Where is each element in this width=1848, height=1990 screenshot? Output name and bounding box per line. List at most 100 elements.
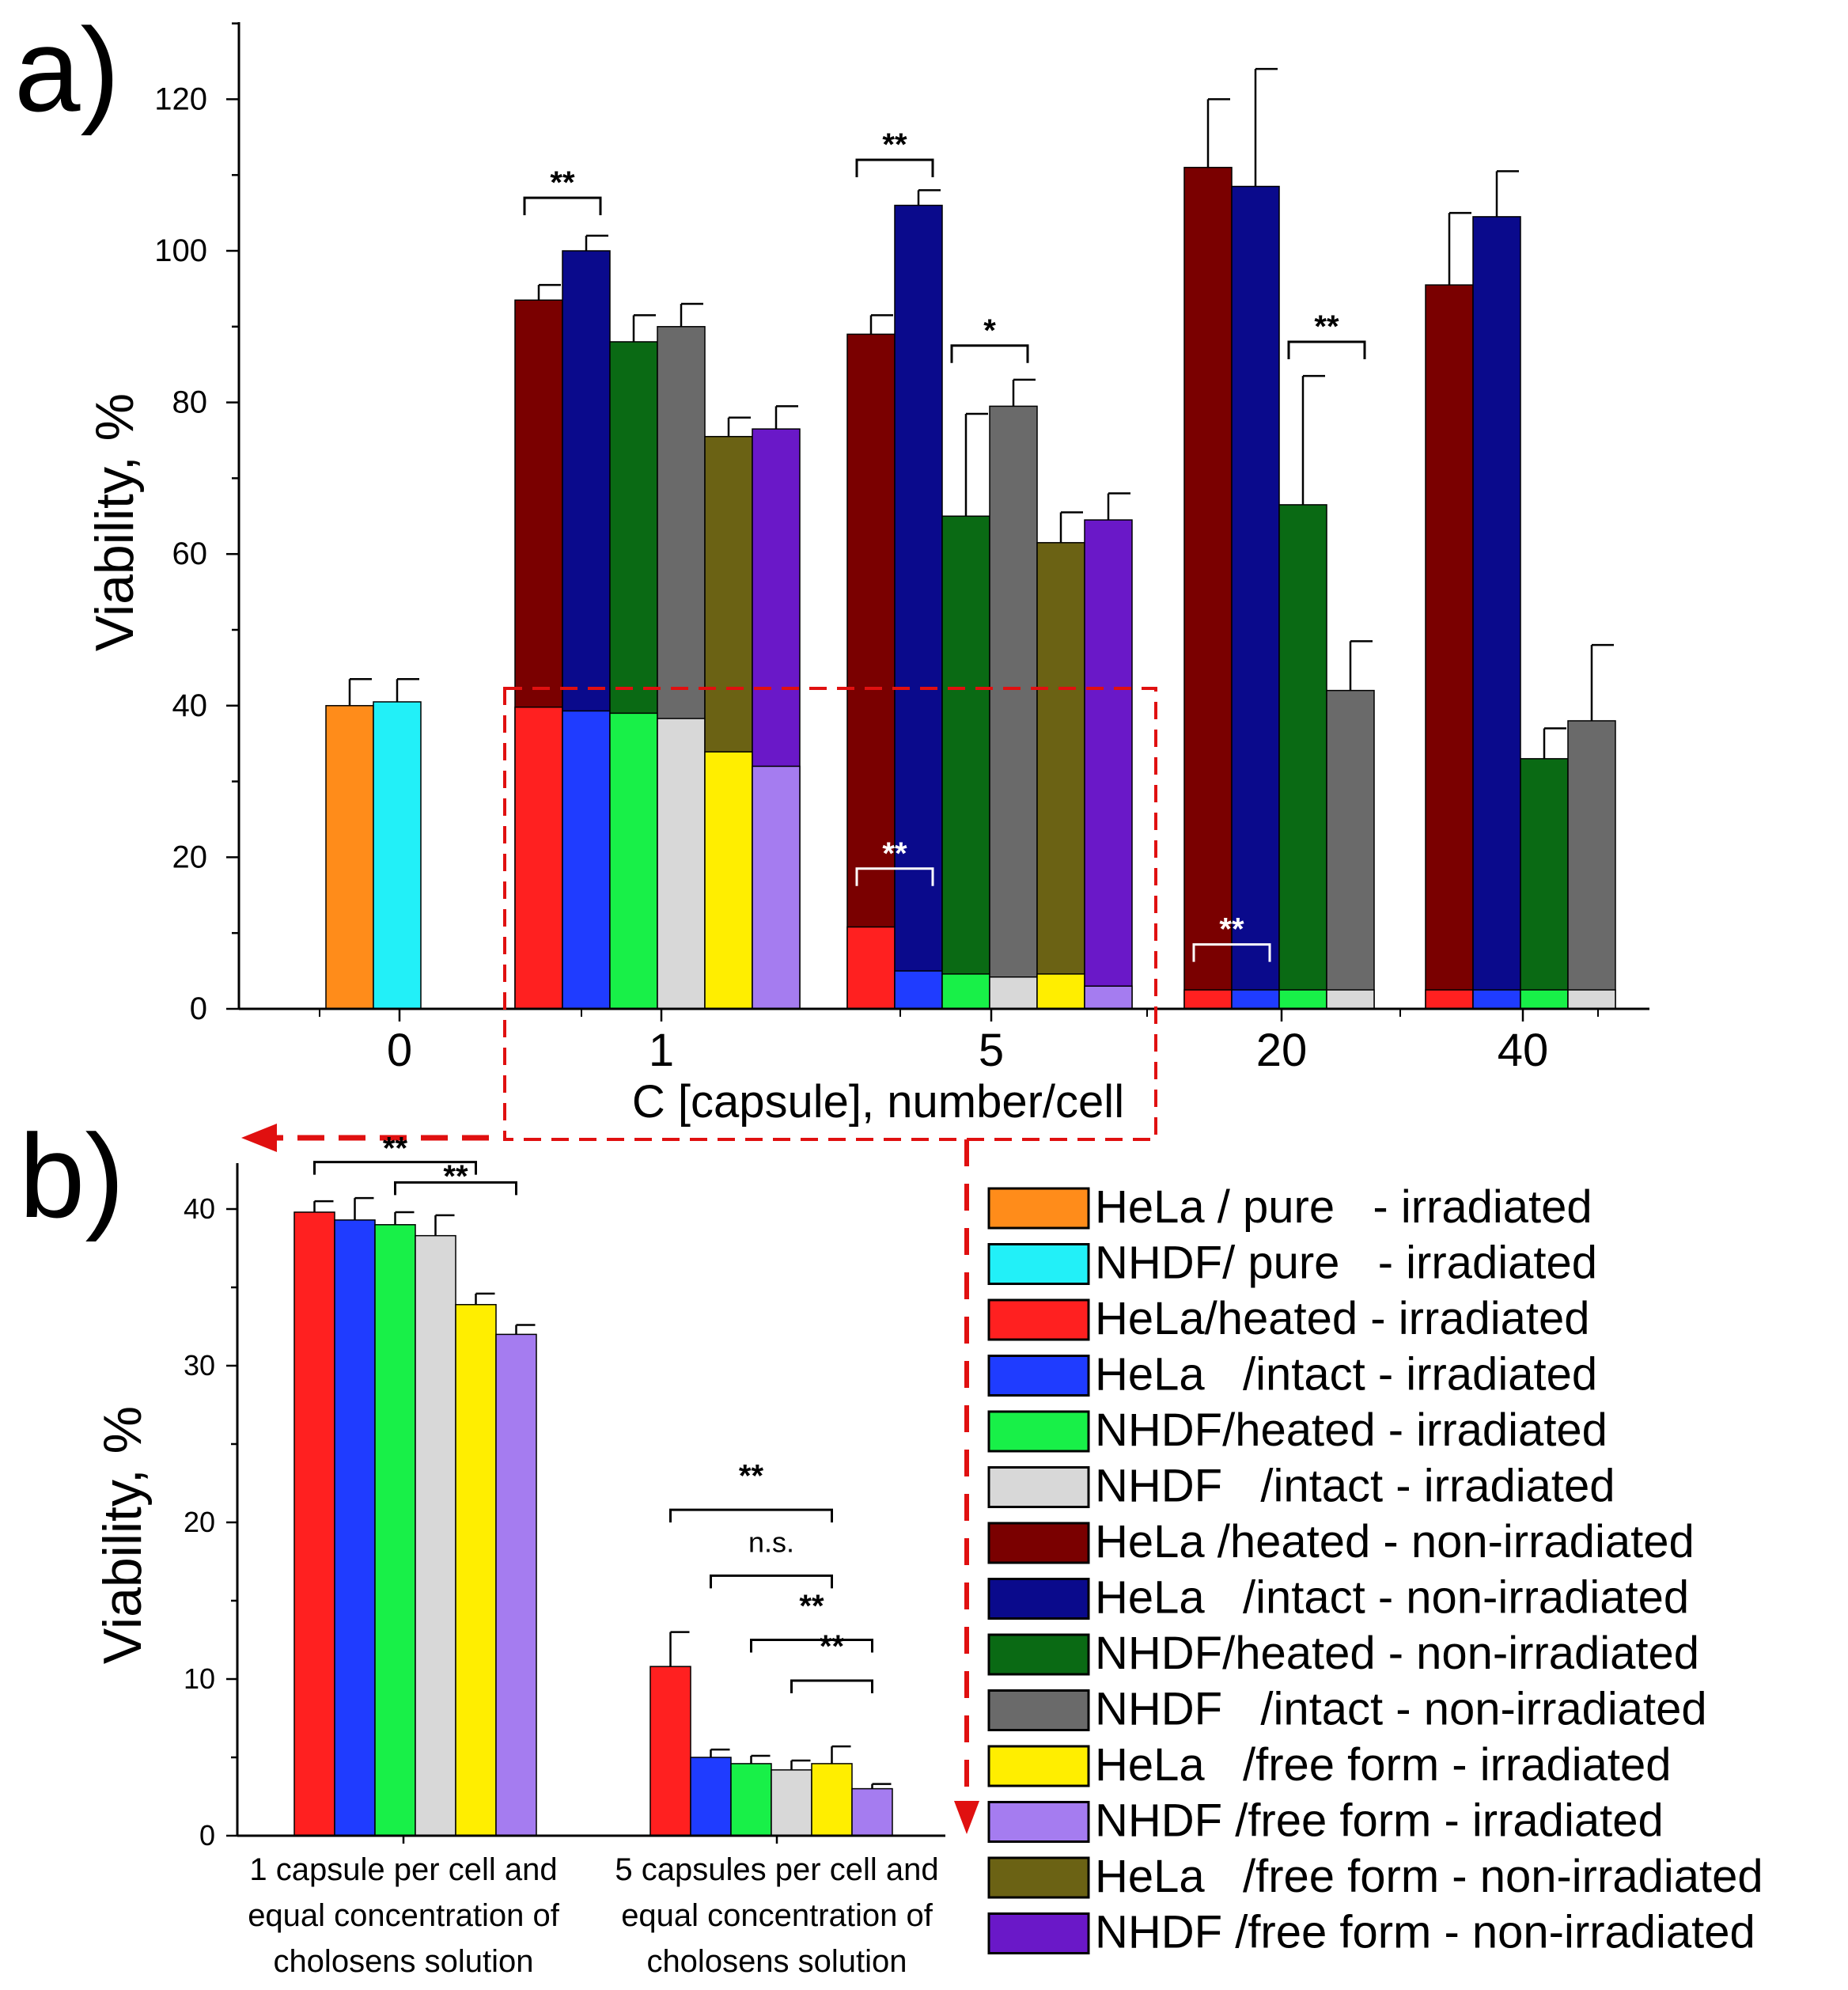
bar-20-NHDF_intact_irr	[1326, 989, 1375, 1010]
legend-swatch-NHDF_heated_non	[987, 1633, 1090, 1676]
legend-label-NHDF_intact_non: NHDF /intact - non-irradiated	[1095, 1684, 1707, 1735]
bar-5-NHDF_free_non	[1084, 519, 1133, 1010]
bar-40-HeLa_intact_irr	[1472, 989, 1521, 1010]
legend-arrow-head	[954, 1801, 979, 1834]
legend-label-HeLa_free_non: HeLa /free form - non-irradiated	[1095, 1851, 1763, 1902]
panel-a-y-tick-label: 40	[172, 688, 208, 723]
panel-b-category-label: cholosens solution	[646, 1944, 907, 1979]
legend-label-HeLa_free_irr: HeLa /free form - irradiated	[1095, 1739, 1672, 1791]
panel-b-significance-label: **	[799, 1589, 824, 1624]
panel-b-significance-bracket	[394, 1181, 517, 1196]
panel-b-y-tick-label: 20	[184, 1506, 215, 1538]
bar-1-HeLa_heated_irr	[514, 706, 563, 1010]
bar-5-HeLa_intact_irr	[894, 970, 943, 1010]
panel-a-x-tick-label: 5	[979, 1025, 1004, 1076]
panel-b-y-axis-title: Viability, %	[93, 1406, 153, 1664]
legend-label-NHDF_heated_non: NHDF/heated - non-irradiated	[1095, 1628, 1699, 1679]
panel-b-significance-bracket	[790, 1679, 873, 1693]
bar-b-1-NHDF_intact_irr	[771, 1769, 812, 1836]
legend-swatch-NHDF_free_irr	[987, 1801, 1090, 1843]
panel-a-significance-label: **	[550, 165, 575, 200]
legend-label-HeLa_heated_non: HeLa /heated - non-irradiated	[1095, 1516, 1695, 1567]
legend-label-HeLa_intact_non: HeLa /intact - non-irradiated	[1095, 1572, 1689, 1624]
panel-b-significance-bracket	[669, 1508, 833, 1523]
panel-b-bars	[293, 1196, 893, 1836]
panel-a-y-tick-label: 80	[172, 385, 208, 420]
panel-b: b) Viability, % 0 10 20 30 40 1 capsule per c…	[19, 1109, 945, 1979]
panel-b-significance-bracket	[750, 1639, 873, 1653]
bar-20-NHDF_heated_non	[1278, 504, 1327, 1010]
bar-b-0-HeLa_free_irr	[455, 1304, 497, 1836]
legend-label-NHDF_pure_irr: NHDF/ pure - irradiated	[1095, 1238, 1597, 1289]
panel-b-category-label: cholosens solution	[273, 1944, 533, 1979]
bar-b-0-NHDF_heated_irr	[374, 1224, 416, 1836]
bar-b-1-NHDF_free_irr	[851, 1787, 893, 1836]
legend-swatch-NHDF_heated_irr	[987, 1410, 1090, 1453]
bar-40-NHDF_heated_non	[1520, 758, 1569, 1010]
legend-swatch-NHDF_intact_irr	[987, 1466, 1090, 1508]
panel-b-significance-label: **	[383, 1131, 408, 1166]
bar-b-0-NHDF_free_irr	[495, 1333, 537, 1836]
panel-a-x-tick-label: 0	[387, 1025, 412, 1076]
panel-b-y-tick-label: 0	[199, 1819, 215, 1852]
bar-5-NHDF_intact_irr	[989, 976, 1038, 1010]
legend-label-HeLa_pure_irr: HeLa / pure - irradiated	[1095, 1181, 1592, 1233]
bar-5-HeLa_heated_non	[846, 333, 896, 1010]
panel-a-significance-label: **	[1314, 309, 1339, 344]
bar-b-0-NHDF_intact_irr	[415, 1234, 456, 1836]
bar-20-HeLa_heated_non	[1183, 166, 1233, 1010]
panel-a: a) Viability, % C [capsule], number/cell…	[14, 3, 1649, 1128]
bar-5-HeLa_heated_irr	[846, 926, 896, 1010]
panel-a-x-tick-label: 1	[649, 1025, 674, 1076]
bar-1-NHDF_heated_irr	[609, 712, 658, 1010]
panel-a-y-tick-label: 20	[172, 840, 208, 874]
bar-b-1-HeLa_intact_irr	[690, 1757, 732, 1836]
bar-20-HeLa_intact_irr	[1231, 989, 1280, 1010]
panel-a-significance-bracket	[855, 158, 934, 178]
panel-b-axes: 0 10 20 30 40 1 capsule per cell and equal con…	[184, 1163, 945, 1979]
bar-40-NHDF_intact_non	[1567, 720, 1616, 1010]
bar-5-NHDF_heated_non	[941, 515, 990, 1010]
bar-1-HeLa_intact_irr	[562, 710, 611, 1010]
bar-b-0-HeLa_heated_irr	[293, 1211, 335, 1836]
bar-40-HeLa_heated_irr	[1425, 989, 1474, 1010]
bar-40-NHDF_heated_irr	[1520, 989, 1569, 1010]
bar-40-HeLa_heated_non	[1425, 284, 1474, 1010]
panel-a-significance-label: **	[1219, 912, 1244, 947]
panel-a-y-axis-title: Viability, %	[85, 393, 145, 651]
bar-20-NHDF_intact_non	[1326, 689, 1375, 1010]
bar-1-HeLa_free_irr	[704, 751, 753, 1010]
panel-b-significance-bracket	[313, 1161, 477, 1175]
legend-swatch-HeLa_intact_non	[987, 1578, 1090, 1620]
bar-b-0-HeLa_intact_irr	[334, 1219, 376, 1836]
panel-b-y-tick-label: 10	[184, 1662, 215, 1695]
legend-swatch-HeLa_heated_irr	[987, 1298, 1090, 1341]
panel-b-significance-label: n.s.	[748, 1526, 794, 1559]
bar-20-NHDF_heated_irr	[1278, 989, 1327, 1010]
bar-b-1-HeLa_free_irr	[811, 1763, 853, 1836]
zoom-connector	[241, 687, 1157, 1834]
legend-swatch-HeLa_intact_irr	[987, 1355, 1090, 1397]
panel-b-significance-label: **	[739, 1458, 764, 1493]
panel-a-y-tick-label: 100	[154, 233, 207, 268]
zoom-arrow-head	[241, 1124, 277, 1152]
bar-0-HeLa_pure_irr	[325, 705, 374, 1010]
legend-label-NHDF_heated_irr: NHDF/heated - irradiated	[1095, 1404, 1608, 1456]
legend-label-NHDF_free_non: NHDF /free form - non-irradiated	[1095, 1907, 1755, 1958]
bar-20-HeLa_intact_non	[1231, 185, 1280, 1010]
bar-40-NHDF_intact_irr	[1567, 989, 1616, 1010]
panel-a-x-axis-title: C [capsule], number/cell	[632, 1076, 1124, 1128]
legend-swatch-HeLa_pure_irr	[987, 1187, 1090, 1230]
panel-a-y-tick-label: 0	[190, 991, 207, 1026]
panel-a-annotations: ***** ******	[523, 127, 1366, 962]
bar-0-NHDF_pure_irr	[373, 701, 422, 1010]
panel-b-significance-bracket	[710, 1574, 833, 1589]
panel-a-axes: 0 20 40 60 80 100 120 0 1 5 20 40	[154, 22, 1649, 1076]
panel-a-significance-bracket	[523, 196, 602, 215]
panel-a-x-tick-label: 40	[1498, 1025, 1549, 1076]
panel-b-category-label: equal concentration of	[621, 1898, 933, 1933]
legend-label-HeLa_heated_irr: HeLa/heated - irradiated	[1095, 1293, 1590, 1344]
panel-a-y-tick-label: 60	[172, 536, 208, 571]
panel-b-category-label: equal concentration of	[248, 1898, 560, 1933]
